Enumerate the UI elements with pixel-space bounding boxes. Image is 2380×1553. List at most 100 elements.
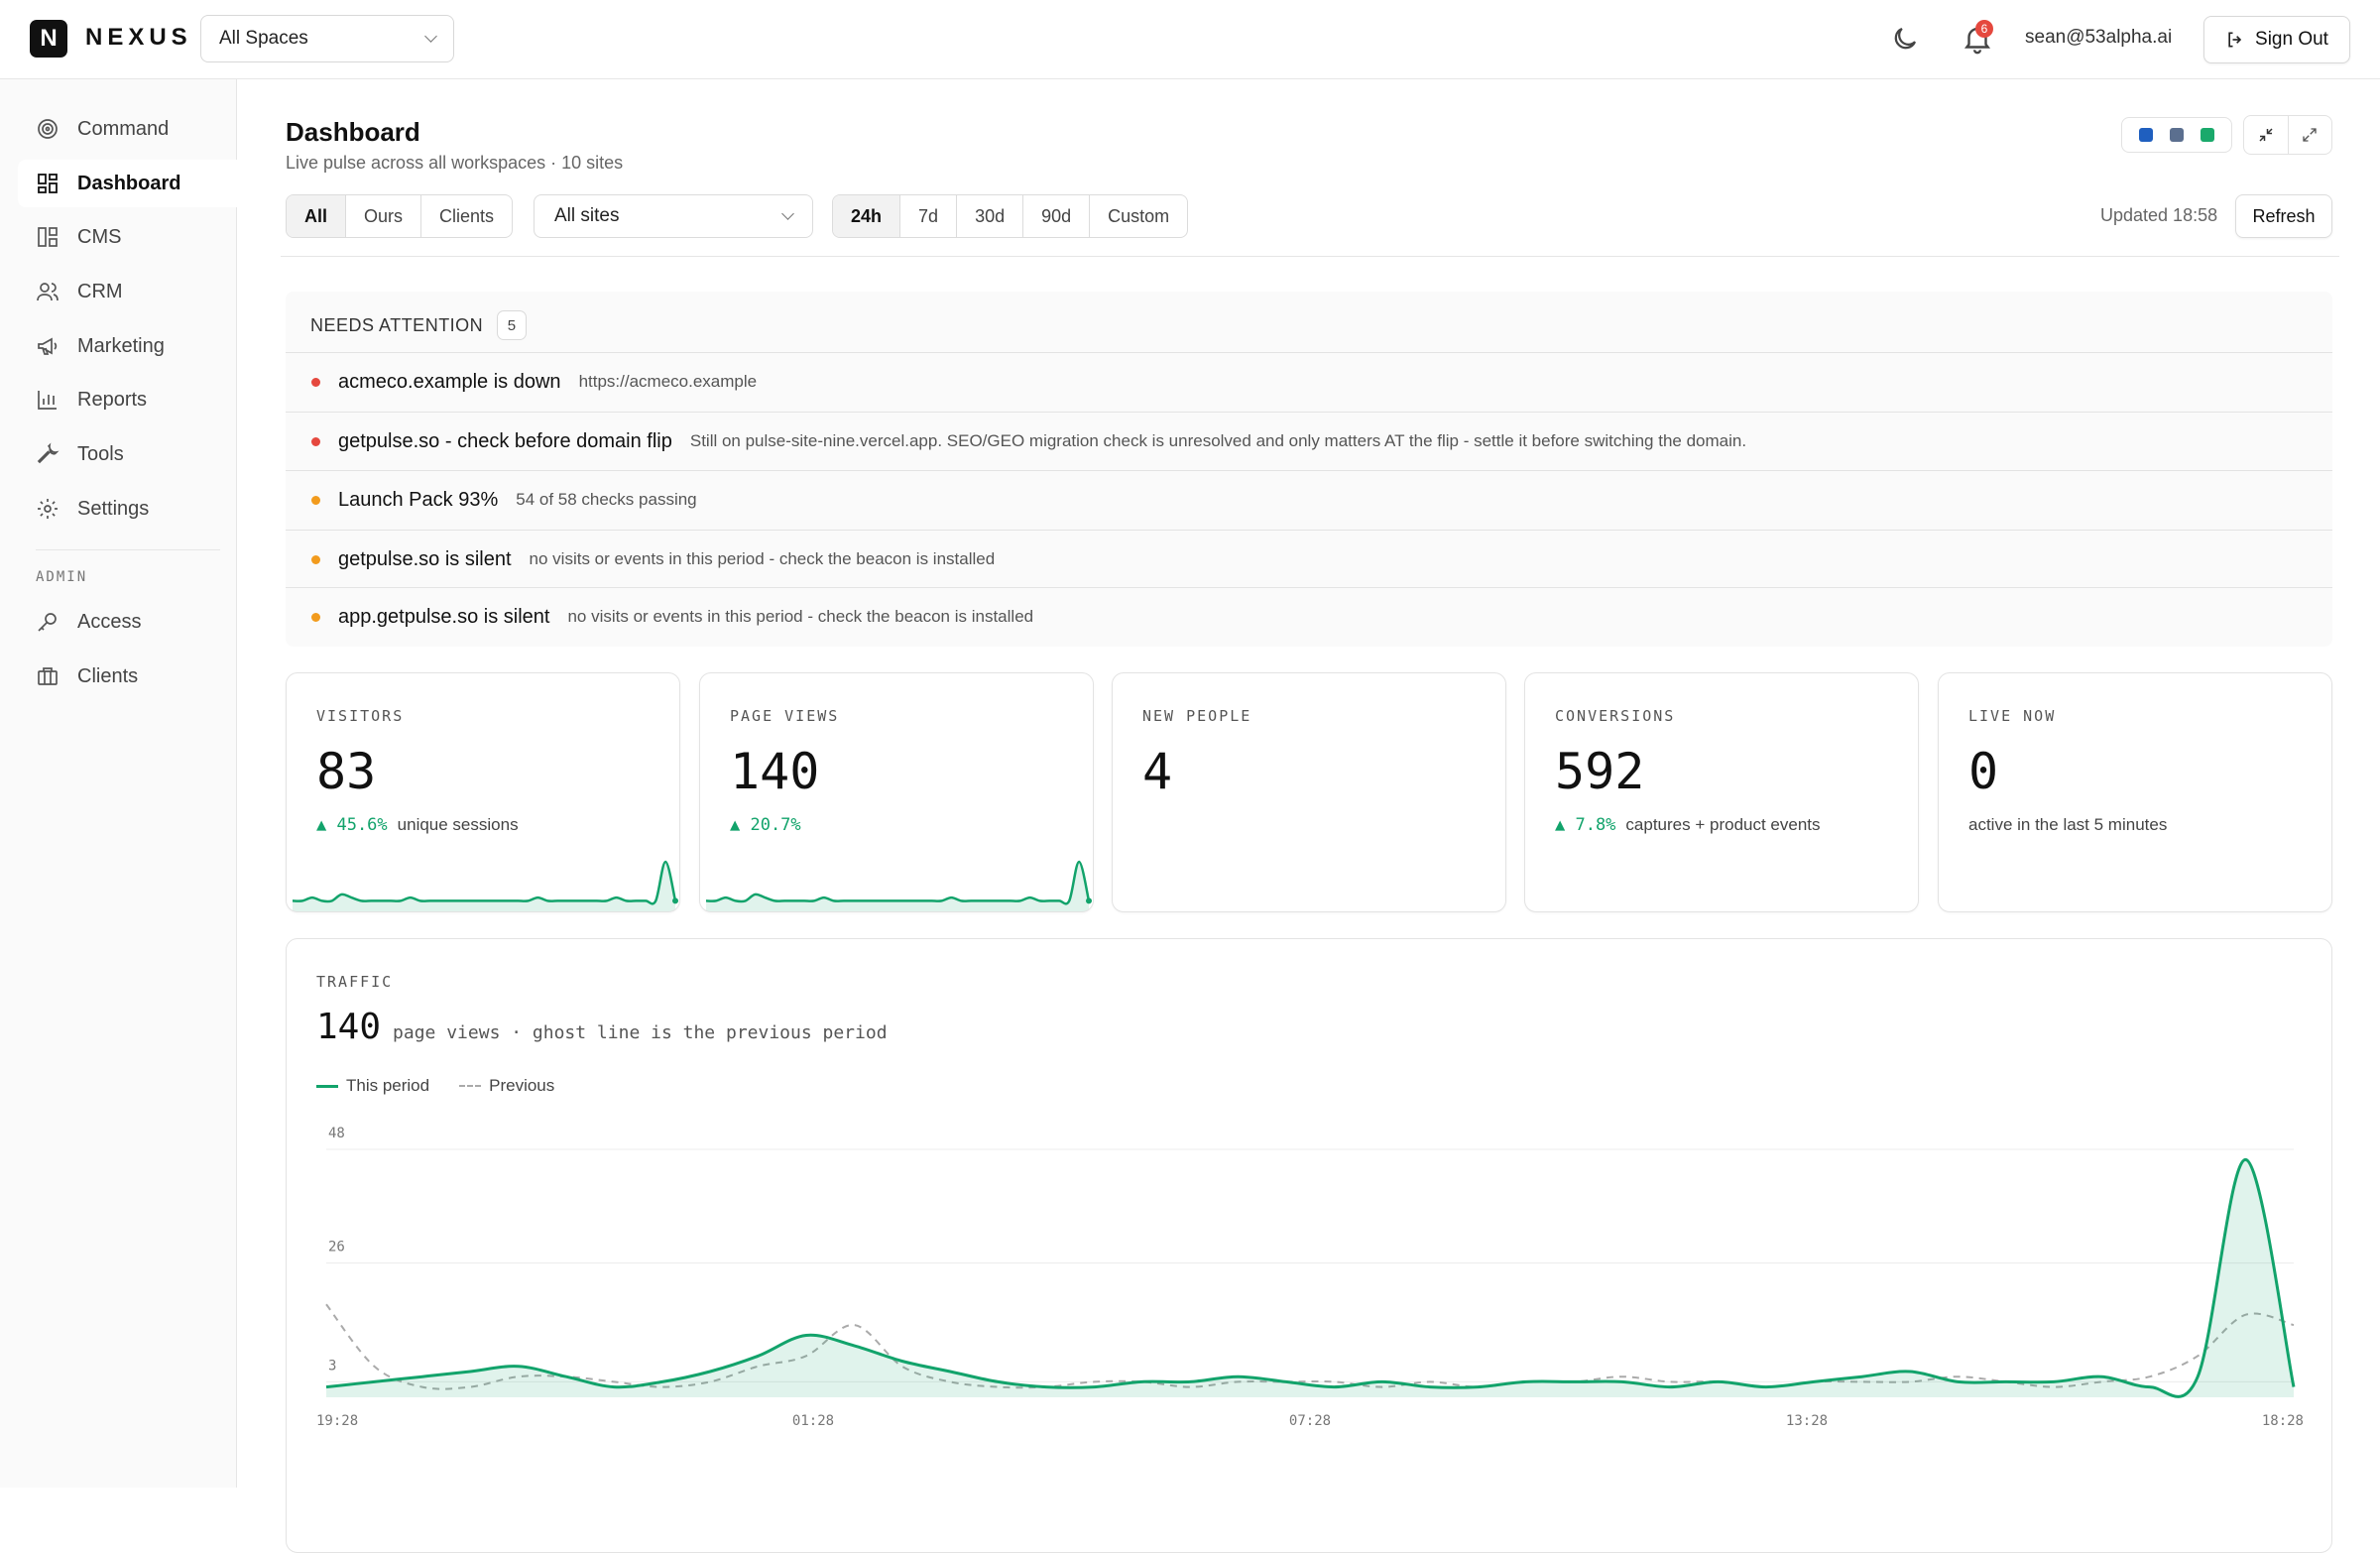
status-dot [311, 377, 320, 387]
target-icon [38, 119, 58, 139]
stat-label: NEW PEOPLE [1142, 707, 1252, 725]
range-90d[interactable]: 90d [1022, 195, 1089, 237]
section-divider [281, 256, 2339, 257]
gear-icon [38, 499, 58, 519]
sidebar-item-dashboard[interactable]: Dashboard [18, 160, 237, 207]
range-24h[interactable]: 24h [833, 195, 900, 237]
scope-all[interactable]: All [287, 195, 346, 237]
sidebar-item-label: Dashboard [77, 172, 181, 194]
x-tick-label: 19:28 [316, 1413, 358, 1429]
scope-clients[interactable]: Clients [420, 195, 512, 237]
stat-value: 140 [730, 743, 820, 800]
traffic-summary: 140 page views · ghost line is the previ… [316, 1007, 888, 1047]
sign-out-button[interactable]: Sign Out [2203, 16, 2350, 63]
x-tick-label: 13:28 [1786, 1413, 1828, 1429]
maximize-icon [2303, 128, 2317, 142]
attention-item-title: getpulse.so - check before domain flip [338, 429, 672, 452]
attention-item-desc: no visits or events in this period - che… [529, 549, 996, 568]
site-select-value: All sites [554, 205, 620, 226]
swatch-blue[interactable] [2138, 128, 2153, 142]
sidebar-item-label: Tools [77, 442, 124, 465]
chart-legend: This period Previous [316, 1076, 570, 1096]
range-segment: 24h 7d 30d 90d Custom [832, 194, 1189, 238]
bar-chart-icon [38, 391, 57, 410]
stat-caption: captures + product events [1625, 815, 1821, 834]
stat-value: 0 [1968, 743, 1999, 800]
status-dot [311, 612, 320, 622]
expand-button[interactable] [2287, 116, 2332, 154]
attention-item[interactable]: getpulse.so - check before domain flip S… [286, 412, 2332, 470]
chevron-down-icon [781, 207, 794, 220]
sparkline-area [706, 862, 1089, 911]
stat-meta: ▲ 20.7% [730, 815, 811, 835]
sidebar-item-marketing[interactable]: Marketing [18, 322, 237, 370]
space-select[interactable]: All Spaces [200, 15, 454, 62]
sparkline-end-point [672, 897, 678, 904]
attention-item-desc: 54 of 58 checks passing [516, 490, 697, 509]
sidebar-item-crm[interactable]: CRM [18, 268, 237, 315]
sidebar-item-cms[interactable]: CMS [18, 213, 237, 261]
sidebar-item-label: Clients [77, 664, 139, 687]
swatch-green[interactable] [2201, 128, 2215, 142]
sidebar-item-access[interactable]: Access [18, 598, 237, 646]
status-dot [311, 436, 320, 446]
attention-item-title: getpulse.so is silent [338, 547, 512, 570]
y-tick-label: 26 [328, 1240, 345, 1255]
sidebar-item-tools[interactable]: Tools [18, 430, 237, 478]
range-30d[interactable]: 30d [956, 195, 1022, 237]
sparkline-visitors [292, 860, 678, 911]
sidebar: Command Dashboard CMS CRM Marketing Repo… [0, 79, 237, 1488]
refresh-button[interactable]: Refresh [2235, 194, 2332, 238]
swatch-slate[interactable] [2169, 128, 2184, 142]
attention-item[interactable]: app.getpulse.so is silent no visits or e… [286, 587, 2332, 646]
stat-label: VISITORS [316, 707, 405, 725]
stat-label: CONVERSIONS [1555, 707, 1676, 725]
site-select[interactable]: All sites [534, 194, 813, 238]
sidebar-divider [36, 549, 220, 550]
grid-icon [38, 174, 58, 193]
sidebar-item-clients[interactable]: Clients [18, 653, 237, 700]
status-dot [311, 554, 320, 564]
legend-solid-swatch [316, 1084, 338, 1088]
legend-previous[interactable]: Previous [459, 1076, 554, 1096]
attention-item[interactable]: acmeco.example is down https://acmeco.ex… [286, 352, 2332, 411]
sidebar-item-label: Reports [77, 388, 148, 411]
theme-swatches [2121, 117, 2232, 153]
attention-item-desc: no visits or events in this period - che… [567, 607, 1034, 626]
needs-attention-panel: NEEDS ATTENTION 5 acmeco.example is down… [286, 292, 2332, 647]
sparkline-end-point [1086, 897, 1092, 904]
sidebar-item-settings[interactable]: Settings [18, 485, 237, 533]
sidebar-item-reports[interactable]: Reports [18, 376, 237, 423]
sidebar-item-command[interactable]: Command [18, 105, 237, 153]
attention-item-title: acmeco.example is down [338, 370, 561, 393]
sparkline-page-views [705, 860, 1092, 911]
key-icon [38, 613, 57, 632]
range-7d[interactable]: 7d [899, 195, 956, 237]
moon-icon[interactable] [1890, 24, 1920, 54]
scope-ours[interactable]: Ours [345, 195, 420, 237]
stat-meta: active in the last 5 minutes [1968, 815, 2167, 835]
view-controls [2243, 115, 2332, 155]
attention-item[interactable]: getpulse.so is silent no visits or event… [286, 530, 2332, 588]
briefcase-icon [38, 667, 58, 685]
needs-attention-header: NEEDS ATTENTION 5 [310, 309, 528, 341]
stat-value: 592 [1555, 743, 1645, 800]
stat-meta: ▲ 45.6% unique sessions [316, 815, 519, 835]
status-dot [311, 495, 320, 505]
collapse-button[interactable] [2244, 116, 2288, 154]
x-tick-label: 18:28 [2262, 1413, 2304, 1429]
range-custom[interactable]: Custom [1089, 195, 1187, 237]
stat-card-live-now: LIVE NOW 0 active in the last 5 minutes [1938, 672, 2332, 912]
sidebar-item-label: CRM [77, 280, 123, 302]
sidebar-item-label: CMS [77, 225, 122, 248]
legend-this-period[interactable]: This period [316, 1076, 429, 1096]
notification-badge: 6 [1975, 20, 1993, 38]
attention-item[interactable]: Launch Pack 93% 54 of 58 checks passing [286, 470, 2332, 529]
stat-card-page-views: PAGE VIEWS 140 ▲ 20.7% [699, 672, 1094, 912]
stat-meta: ▲ 7.8% captures + product events [1555, 815, 1821, 835]
sign-out-label: Sign Out [2255, 29, 2328, 50]
sign-out-icon [2228, 32, 2242, 48]
page-subtitle: Live pulse across all workspaces · 10 si… [286, 153, 624, 173]
stat-label: PAGE VIEWS [730, 707, 840, 725]
stat-delta: ▲ 7.8% [1555, 815, 1616, 835]
